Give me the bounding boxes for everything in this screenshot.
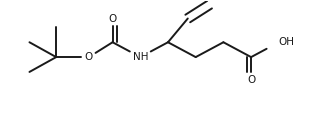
Text: NH: NH (133, 52, 148, 62)
Text: O: O (109, 13, 117, 23)
Text: O: O (85, 52, 93, 62)
Text: OH: OH (279, 37, 295, 47)
Text: O: O (247, 75, 255, 85)
